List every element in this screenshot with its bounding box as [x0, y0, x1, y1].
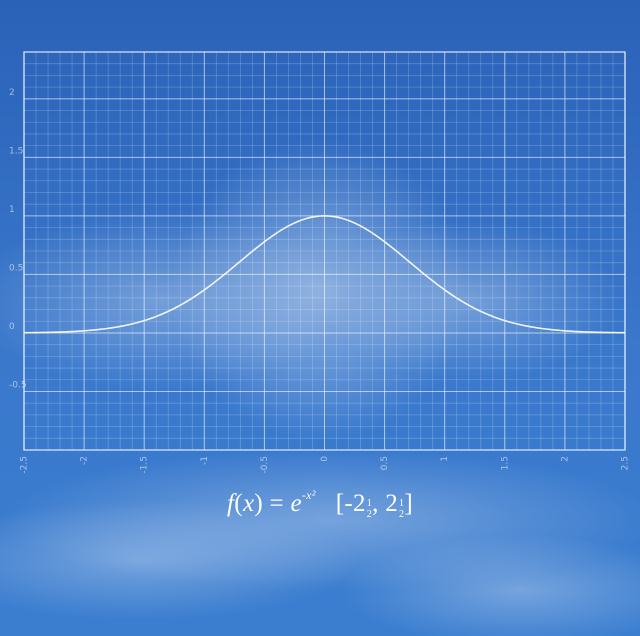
x-tick-label: -2	[80, 456, 90, 465]
formula-exponent: -x²	[301, 488, 316, 502]
x-tick-label: 1.5	[500, 456, 510, 470]
formula-paren-close: )	[254, 490, 263, 517]
formula-base: e	[290, 490, 302, 517]
formula-interval-separator: , 2	[372, 490, 398, 517]
x-tick-label: -1	[200, 456, 210, 465]
y-tick-label: 1.5	[9, 146, 23, 156]
cloud-haze	[0, 140, 640, 636]
y-tick-labels: -0.5 0 0.5 1 1.5 2	[9, 88, 27, 391]
fraction-numerator: 1	[366, 498, 373, 509]
y-tick-label: -0.5	[9, 380, 27, 390]
formula-caption: f(x) = e-x² [-2 1 2, 2 1 2]	[0, 488, 640, 520]
y-tick-label: 0.5	[9, 263, 23, 273]
formula-paren-open: (	[234, 490, 243, 517]
formula-interval-end: ]	[404, 490, 413, 517]
x-tick-label: 0.5	[380, 456, 390, 470]
x-tick-label: 2.5	[621, 456, 631, 470]
x-tick-label: -0.5	[260, 456, 270, 474]
formula-function-name: f	[227, 490, 235, 517]
x-tick-labels: -2.5 -2 -1.5 -1 -0.5 0 0.5 1 1.5 2 2.5	[20, 456, 631, 474]
y-tick-label: 2	[9, 88, 15, 98]
plot-frame	[23, 51, 626, 451]
formula-variable: x	[242, 490, 255, 517]
y-tick-label: 1	[9, 205, 15, 215]
x-tick-label: -2.5	[20, 456, 30, 474]
fraction-denominator: 2	[399, 509, 405, 520]
x-tick-label: -1.5	[140, 456, 150, 474]
x-tick-label: 1	[440, 456, 450, 462]
fraction-denominator: 2	[366, 509, 373, 520]
y-tick-label: 0	[9, 322, 15, 332]
x-tick-label: 2	[560, 456, 570, 462]
x-tick-label: 0	[320, 456, 330, 462]
gaussian-curve-line	[23, 215, 626, 334]
formula-equals: =	[262, 490, 291, 517]
fraction-numerator: 1	[399, 498, 405, 509]
formula-interval-start: [-2	[335, 490, 366, 517]
